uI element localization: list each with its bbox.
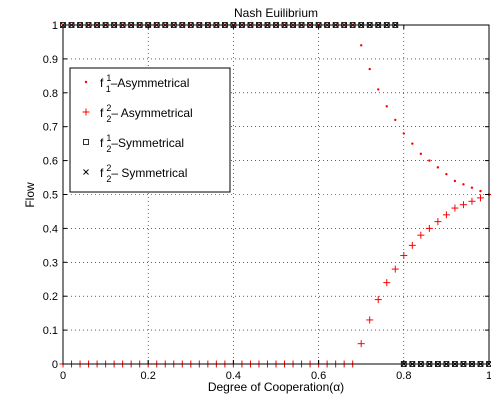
series-1-point [368, 67, 371, 71]
series-1-point [436, 166, 440, 169]
y-tick-label: 0.1 [43, 325, 58, 337]
series-1-point [462, 183, 465, 186]
series-2-point [459, 201, 467, 209]
legend-f: f [100, 106, 104, 120]
series-2-point [468, 197, 476, 205]
series-1-point [479, 189, 482, 193]
legend-text: –Asymmetrical [111, 76, 190, 90]
legend-text: –Symmetrical [111, 136, 184, 150]
series-1-point [394, 118, 397, 122]
legend-marker-3 [83, 139, 89, 145]
series-2-point [383, 279, 391, 287]
legend-subscript: 2 [106, 174, 111, 184]
x-tick-label: 0.8 [396, 370, 411, 382]
legend-f: f [100, 76, 104, 90]
y-tick-label: 0.9 [43, 54, 58, 66]
y-axis-label: Flow [23, 182, 37, 208]
x-tick-label: 0 [60, 370, 66, 382]
legend-text: – Symmetrical [111, 166, 187, 180]
series-2-point [408, 241, 416, 249]
series-2-point [442, 211, 450, 219]
y-tick-label: 1 [52, 20, 58, 32]
legend-f: f [100, 136, 104, 150]
x-tick-label: 0.6 [311, 370, 326, 382]
legend-text: – Asymmetrical [111, 106, 192, 120]
x-axis-label: Degree of Cooperation(α) [208, 380, 344, 394]
y-tick-label: 0.6 [43, 156, 58, 168]
series-1-point [470, 186, 474, 189]
legend-subscript: 2 [106, 114, 111, 124]
y-tick-label: 0.2 [43, 291, 58, 303]
y-tick-label: 0.3 [43, 257, 58, 269]
legend-superscript: 2 [106, 163, 111, 173]
legend-marker-1 [84, 80, 88, 84]
legend-subscript: 1 [106, 84, 111, 94]
series-1-point [445, 172, 448, 176]
legend-label-1: f 1 1–Asymmetrical [100, 73, 189, 94]
chart-title: Nash Euilibrium [234, 6, 318, 20]
series-2-point [357, 340, 365, 348]
legend-marker-2 [82, 108, 90, 116]
x-tick-label: 1 [486, 370, 491, 382]
legend-superscript: 1 [106, 73, 111, 83]
y-tick-label: 0.5 [43, 190, 58, 202]
y-tick-label: 0.4 [43, 223, 58, 235]
series-2-point [476, 194, 484, 202]
series-2-point [417, 231, 425, 239]
grid-lines [63, 25, 489, 364]
series-2-point [391, 265, 399, 273]
legend-f: f [100, 166, 104, 180]
legend-label-3: f 1 2–Symmetrical [100, 133, 184, 154]
series-2-point [366, 316, 374, 324]
series-1-point [453, 179, 457, 183]
legend-superscript: 2 [106, 103, 111, 113]
y-tick-label: 0.7 [43, 122, 58, 134]
series-2-point [425, 224, 433, 232]
series-1-point [377, 88, 380, 91]
legend-label-2: f 2 2– Asymmetrical [100, 103, 193, 124]
series-1-point [402, 132, 405, 135]
series-1-point [360, 44, 363, 47]
x-tick-label: 0.4 [226, 370, 241, 382]
y-tick-label: 0 [52, 359, 58, 371]
series-1-point [428, 159, 431, 162]
legend-label-4: f 2 2– Symmetrical [100, 163, 187, 184]
legend-subscript: 2 [106, 144, 111, 154]
series-2-point [451, 204, 459, 212]
series-2-point [434, 218, 442, 226]
legend-marker-4 [83, 169, 89, 175]
series-2-point [400, 252, 408, 260]
legend-superscript: 1 [106, 133, 111, 143]
series-1-point [385, 105, 388, 108]
series-1-point [419, 152, 423, 156]
series-1-point [411, 142, 414, 145]
series-2-point [374, 296, 382, 304]
x-tick-label: 0.2 [141, 370, 156, 382]
axis-ticks: 0 0.2 0.4 0.6 0.8 1 0 0.1 0.2 0.3 0.4 0.5 0.6 0.7 0.8 0… [43, 20, 491, 382]
y-tick-label: 0.8 [43, 88, 58, 100]
legend-box [69, 67, 231, 193]
